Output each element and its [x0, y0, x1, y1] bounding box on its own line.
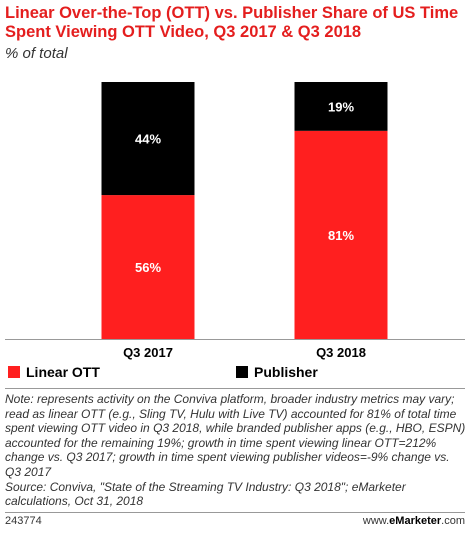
bar-segment-linear-ott-q3-2018 [294, 130, 388, 339]
data-label: 19% [328, 99, 354, 114]
legend-swatch-publisher [236, 366, 248, 378]
note-text: Note: represents activity on the Conviva… [5, 392, 466, 479]
bar-segment-publisher-q3-2018 [294, 82, 388, 131]
legend-label-linear-ott: Linear OTT [26, 364, 100, 380]
legend-swatch-linear-ott [8, 366, 20, 378]
x-tick-label: Q3 2017 [123, 345, 173, 360]
source-text: Source: Conviva, "State of the Streaming… [5, 479, 406, 509]
data-label: 81% [328, 228, 354, 243]
data-label: 44% [135, 132, 161, 147]
legend-item-linear-ott: Linear OTT [8, 364, 100, 380]
legend: Linear OTT Publisher [0, 364, 470, 384]
data-label: 56% [135, 260, 161, 275]
footnote: Note: represents activity on the Conviva… [5, 392, 467, 509]
legend-label-publisher: Publisher [254, 364, 318, 380]
divider-bottom [5, 512, 465, 513]
stacked-bar-chart: 56% 44% Q3 2017 81% 19% Q3 2018 [5, 82, 465, 360]
bar-segment-publisher-q3-2017 [101, 82, 195, 196]
bar-segment-linear-ott-q3-2017 [101, 195, 195, 339]
chart-id: 243774 [5, 515, 42, 527]
chart-title: Linear Over-the-Top (OTT) vs. Publisher … [5, 4, 459, 41]
legend-item-publisher: Publisher [236, 364, 318, 380]
divider-top [5, 388, 465, 389]
x-tick-label: Q3 2018 [316, 345, 366, 360]
brand-prefix: www. [362, 515, 390, 527]
chart-subtitle: % of total [5, 45, 68, 62]
brand-suffix: .com [441, 515, 465, 527]
brand-link[interactable]: www.eMarketer.com [363, 515, 465, 527]
brand-name: eMarketer [389, 515, 442, 527]
